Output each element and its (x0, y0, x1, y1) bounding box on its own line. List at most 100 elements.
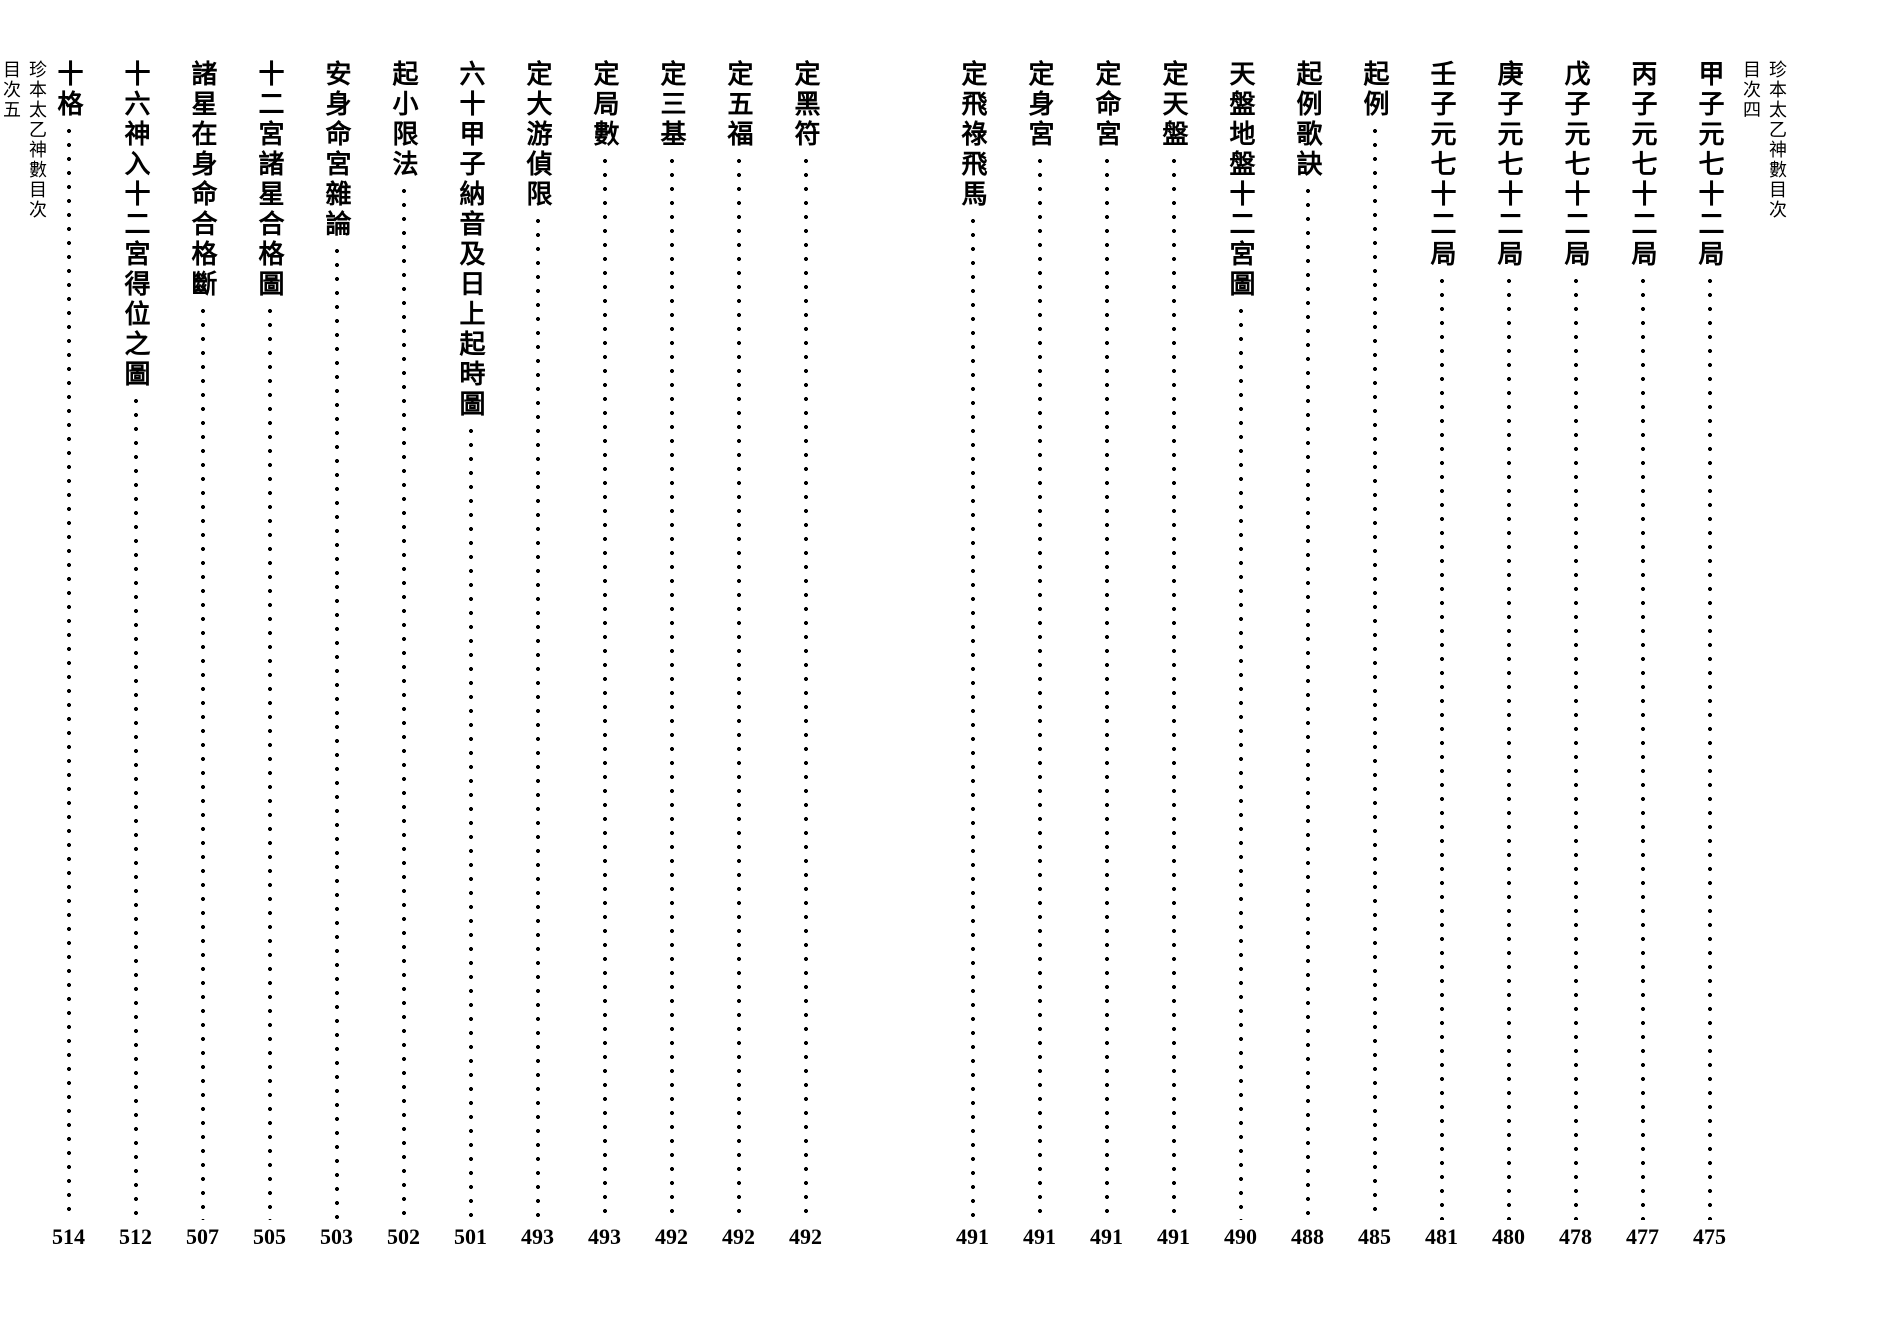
toc-entry: 定身宮 491 (1021, 60, 1058, 1250)
toc-entry-page: 478 (1559, 1224, 1592, 1250)
toc-entry: 定三基 492 (653, 60, 690, 1250)
toc-leader-dots (971, 214, 975, 1220)
toc-entry-title: 天盤地盤十二宮圖 (1222, 60, 1259, 300)
toc-leader-dots (1306, 184, 1310, 1220)
toc-leader-dots (201, 304, 205, 1220)
left-page-header-col: 珍本太乙神數目次 目次五 (0, 60, 50, 1250)
toc-entry: 定大游偵限 493 (519, 60, 556, 1250)
toc-entry-title: 十六神入十二宮得位之圖 (117, 60, 154, 390)
toc-leader-dots (1641, 274, 1645, 1220)
toc-entry: 十六神入十二宮得位之圖 512 (117, 60, 154, 1250)
toc-entry-page: 491 (1157, 1224, 1190, 1250)
toc-entry-title: 甲子元七十二局 (1691, 60, 1728, 270)
toc-entry-page: 491 (1023, 1224, 1056, 1250)
toc-leader-dots (134, 394, 138, 1220)
toc-entry: 定黑符 492 (787, 60, 824, 1250)
toc-entry-title: 壬子元七十二局 (1423, 60, 1460, 270)
toc-entry-page: 488 (1291, 1224, 1324, 1250)
toc-entry-title: 六十甲子納音及日上起時圖 (452, 60, 489, 420)
toc-entry-page: 480 (1492, 1224, 1525, 1250)
toc-entry-title: 起例 (1356, 60, 1393, 120)
toc-entry-title: 戊子元七十二局 (1557, 60, 1594, 270)
toc-leader-dots (469, 424, 473, 1220)
toc-entry-title: 安身命宮雜論 (318, 60, 355, 240)
toc-entry-page: 501 (454, 1224, 487, 1250)
left-page: 定黑符 492 定五福 492 定三基 492 定局數 493 定大游偵限 49… (0, 60, 824, 1250)
toc-leader-dots (402, 184, 406, 1220)
toc-entry: 戊子元七十二局 478 (1557, 60, 1594, 1250)
toc-entry-title: 諸星在身命合格斷 (184, 60, 221, 300)
toc-entry-title: 定大游偵限 (519, 60, 556, 210)
toc-leader-dots (268, 304, 272, 1220)
toc-leader-dots (335, 244, 339, 1220)
toc-entry-page: 512 (119, 1224, 152, 1250)
toc-entry-title: 定天盤 (1155, 60, 1192, 150)
toc-leader-dots (603, 154, 607, 1220)
toc-entry: 十格 514 (50, 60, 87, 1250)
toc-entry-page: 502 (387, 1224, 420, 1250)
toc-leader-dots (1239, 304, 1243, 1220)
toc-entry-title: 丙子元七十二局 (1624, 60, 1661, 270)
right-page-header: 珍本太乙神數目次 (1764, 60, 1790, 1250)
toc-entry-page: 475 (1693, 1224, 1726, 1250)
toc-entry: 定五福 492 (720, 60, 757, 1250)
toc-entry-title: 定黑符 (787, 60, 824, 150)
toc-entry-page: 492 (655, 1224, 688, 1250)
toc-entry: 定飛祿飛馬 491 (954, 60, 991, 1250)
left-page-header: 珍本太乙神數目次 (24, 60, 50, 1250)
toc-entry: 起例 485 (1356, 60, 1393, 1250)
toc-entry-page: 485 (1358, 1224, 1391, 1250)
toc-entry-title: 定三基 (653, 60, 690, 150)
toc-entry-title: 定飛祿飛馬 (954, 60, 991, 210)
toc-entry-title: 定身宮 (1021, 60, 1058, 150)
toc-entry: 丙子元七十二局 477 (1624, 60, 1661, 1250)
toc-entry: 起小限法 502 (385, 60, 422, 1250)
toc-entry: 天盤地盤十二宮圖 490 (1222, 60, 1259, 1250)
toc-entry-page: 507 (186, 1224, 219, 1250)
toc-leader-dots (536, 214, 540, 1220)
toc-leader-dots (1373, 124, 1377, 1220)
toc-entry: 壬子元七十二局 481 (1423, 60, 1460, 1250)
right-page: 珍本太乙神數目次 目次四 甲子元七十二局 475 丙子元七十二局 477 戊子元… (954, 60, 1790, 1250)
toc-leader-dots (1105, 154, 1109, 1220)
toc-entry: 定天盤 491 (1155, 60, 1192, 1250)
toc-entry-page: 503 (320, 1224, 353, 1250)
toc-entry-page: 481 (1425, 1224, 1458, 1250)
toc-entry-page: 490 (1224, 1224, 1257, 1250)
right-page-footer: 目次四 (1738, 60, 1764, 1250)
toc-entry-title: 定局數 (586, 60, 623, 150)
toc-entry: 庚子元七十二局 480 (1490, 60, 1527, 1250)
toc-entry-page: 493 (521, 1224, 554, 1250)
toc-entry-title: 定五福 (720, 60, 757, 150)
toc-entry-page: 492 (722, 1224, 755, 1250)
toc-entry-page: 477 (1626, 1224, 1659, 1250)
toc-entry-title: 十格 (50, 60, 87, 120)
toc-leader-dots (737, 154, 741, 1220)
toc-entry: 甲子元七十二局 475 (1691, 60, 1728, 1250)
toc-leader-dots (1038, 154, 1042, 1220)
toc-leader-dots (67, 124, 71, 1220)
right-page-entries: 甲子元七十二局 475 丙子元七十二局 477 戊子元七十二局 478 庚子元七… (954, 60, 1728, 1250)
toc-leader-dots (1708, 274, 1712, 1220)
toc-leader-dots (1172, 154, 1176, 1220)
left-page-footer: 目次五 (0, 60, 24, 1250)
toc-entry-page: 493 (588, 1224, 621, 1250)
toc-entry: 安身命宮雜論 503 (318, 60, 355, 1250)
toc-entry: 定命宮 491 (1088, 60, 1125, 1250)
toc-entry: 諸星在身命合格斷 507 (184, 60, 221, 1250)
toc-leader-dots (1440, 274, 1444, 1220)
toc-entry: 起例歌訣 488 (1289, 60, 1326, 1250)
toc-leader-dots (1507, 274, 1511, 1220)
toc-entry: 六十甲子納音及日上起時圖 501 (452, 60, 489, 1250)
toc-entry-title: 起小限法 (385, 60, 422, 180)
toc-entry-page: 491 (956, 1224, 989, 1250)
toc-entry-title: 庚子元七十二局 (1490, 60, 1527, 270)
toc-leader-dots (1574, 274, 1578, 1220)
left-page-entries: 定黑符 492 定五福 492 定三基 492 定局數 493 定大游偵限 49… (50, 60, 824, 1250)
toc-entry-page: 491 (1090, 1224, 1123, 1250)
right-page-header-col: 珍本太乙神數目次 目次四 (1738, 60, 1790, 1250)
toc-entry: 定局數 493 (586, 60, 623, 1250)
toc-entry-page: 505 (253, 1224, 286, 1250)
toc-entry-page: 514 (52, 1224, 85, 1250)
toc-entry-title: 起例歌訣 (1289, 60, 1326, 180)
